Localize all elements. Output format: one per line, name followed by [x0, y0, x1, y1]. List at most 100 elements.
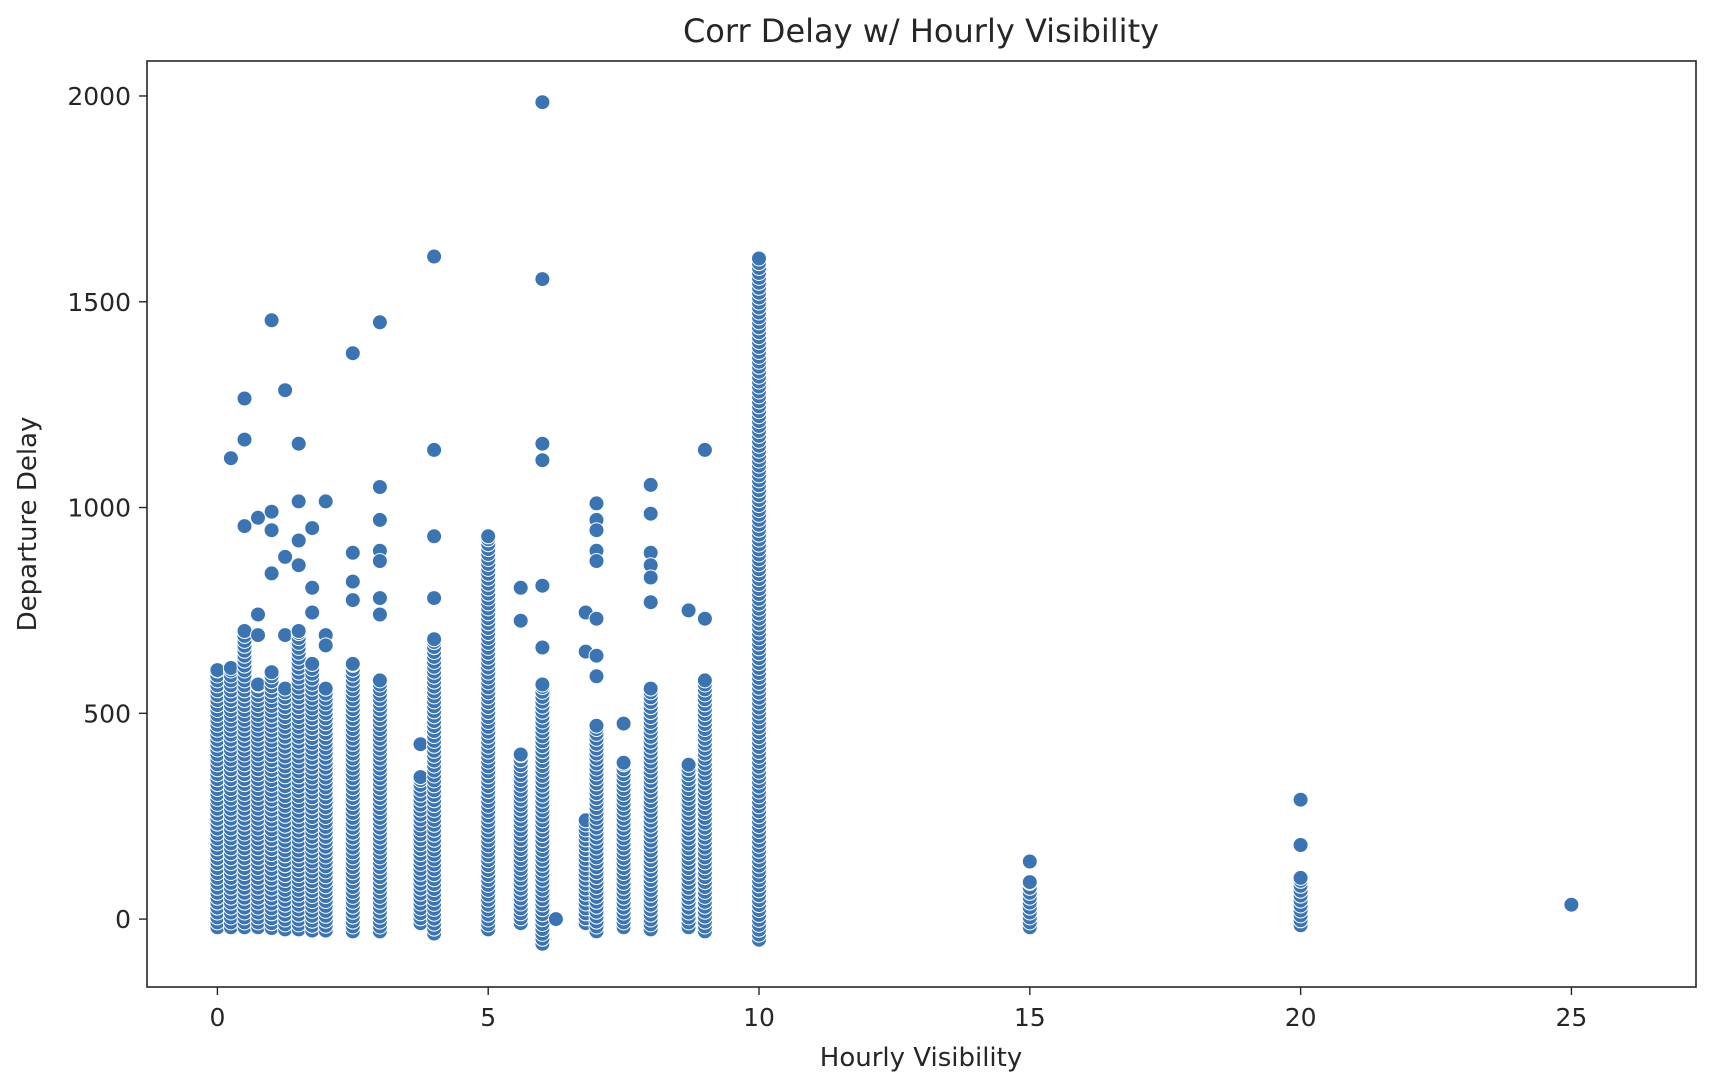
data-point: [547, 911, 564, 928]
data-point-outlier: [588, 668, 605, 685]
data-point-outlier: [236, 390, 253, 407]
data-point-outlier: [1292, 791, 1309, 808]
x-tick-label: 20: [1285, 1003, 1317, 1032]
data-point: [250, 676, 266, 693]
data-point-outlier: [371, 511, 388, 528]
data-point: [642, 680, 659, 697]
x-axis: 0 5 10 15 20 25: [209, 987, 1587, 1032]
data-point-outlier: [534, 639, 551, 656]
data-point-outlier: [290, 532, 307, 549]
data-point-outlier: [534, 577, 551, 594]
x-tick-label: 0: [209, 1003, 225, 1032]
data-point-outlier: [534, 435, 551, 452]
data-point: [680, 756, 697, 773]
y-tick-label: 2000: [67, 82, 131, 111]
data-point-outlier: [615, 715, 632, 732]
data-point: [1292, 869, 1309, 886]
data-point: [426, 631, 443, 648]
data-point: [696, 672, 713, 689]
data-point-outlier: [371, 553, 388, 569]
data-point-outlier: [642, 594, 659, 611]
data-point-outlier: [344, 573, 361, 590]
data-point-outlier: [236, 518, 253, 535]
data-point-outlier: [222, 450, 239, 467]
data-point: [344, 655, 361, 672]
data-point: [209, 662, 226, 679]
data-point: [317, 680, 334, 697]
data-point-outlier: [642, 476, 659, 493]
data-point-outlier: [588, 610, 605, 627]
data-point: [1563, 896, 1580, 913]
data-point-outlier: [426, 528, 443, 545]
data-point: [1021, 874, 1038, 891]
data-point: [588, 717, 605, 734]
x-tick-label: 10: [743, 1003, 775, 1032]
y-tick-label: 1000: [67, 494, 131, 523]
y-axis-label: Departure Delay: [13, 417, 43, 632]
data-point-outlier: [534, 271, 551, 288]
x-tick-label: 25: [1556, 1003, 1588, 1032]
data-point-outlier: [290, 435, 307, 452]
data-point-outlier: [534, 452, 551, 469]
data-point: [412, 769, 429, 786]
data-point: [480, 528, 497, 545]
x-axis-label: Hourly Visibility: [820, 1043, 1022, 1073]
data-point-outlier: [304, 579, 321, 596]
data-point-outlier: [426, 248, 443, 265]
data-point-outlier: [344, 544, 361, 561]
data-point: [263, 664, 280, 681]
data-point-outlier: [290, 493, 307, 510]
data-point-outlier: [588, 495, 605, 512]
y-tick-label: 500: [83, 699, 131, 728]
data-point-outlier: [277, 627, 294, 644]
x-tick-label: 5: [480, 1003, 496, 1032]
data-point-outlier: [236, 431, 253, 448]
data-point-outlier: [588, 553, 605, 569]
y-tick-label: 1500: [67, 288, 131, 317]
data-point-outlier: [588, 522, 605, 539]
data-point: [222, 660, 239, 676]
y-tick-label: 0: [115, 905, 131, 934]
data-point-outlier: [371, 479, 388, 495]
data-point-outlier: [277, 548, 294, 565]
data-point-outlier: [512, 579, 529, 596]
data-point-outlier: [426, 441, 443, 458]
data-point: [751, 250, 767, 267]
data-point-outlier: [371, 606, 388, 623]
data-point: [534, 676, 551, 693]
plot-frame: [146, 60, 1697, 988]
data-point-outlier: [304, 604, 321, 621]
data-point-outlier: [696, 610, 713, 627]
data-point-outlier: [1292, 837, 1309, 853]
data-point-outlier: [412, 736, 429, 753]
data-point: [615, 754, 632, 771]
data-point: [290, 623, 307, 639]
data-point-outlier: [250, 606, 266, 623]
data-point: [236, 623, 253, 639]
data-point-outlier: [1021, 853, 1038, 870]
data-point-outlier: [290, 557, 307, 574]
data-point-outlier: [371, 314, 388, 331]
data-point: [512, 746, 529, 763]
data-point-outlier: [588, 647, 605, 664]
y-axis: 0 500 1000 1500 2000: [67, 82, 147, 934]
data-point-outlier: [263, 312, 280, 329]
data-point-outlier: [426, 590, 443, 607]
data-point: [371, 672, 388, 689]
data-point-outlier: [250, 509, 266, 526]
data-points: [209, 94, 1580, 952]
x-tick-label: 15: [1014, 1003, 1046, 1032]
data-point-outlier: [680, 602, 697, 619]
data-point-outlier: [263, 503, 280, 520]
data-point-outlier: [696, 441, 713, 458]
chart-title: Corr Delay w/ Hourly Visibility: [683, 12, 1159, 50]
data-point-outlier: [642, 505, 659, 522]
data-point-outlier: [277, 382, 294, 399]
data-point-outlier: [344, 592, 361, 609]
data-point-outlier: [250, 627, 266, 644]
data-point-outlier: [317, 493, 334, 510]
data-point-outlier: [534, 94, 551, 111]
data-point-outlier: [642, 569, 659, 586]
